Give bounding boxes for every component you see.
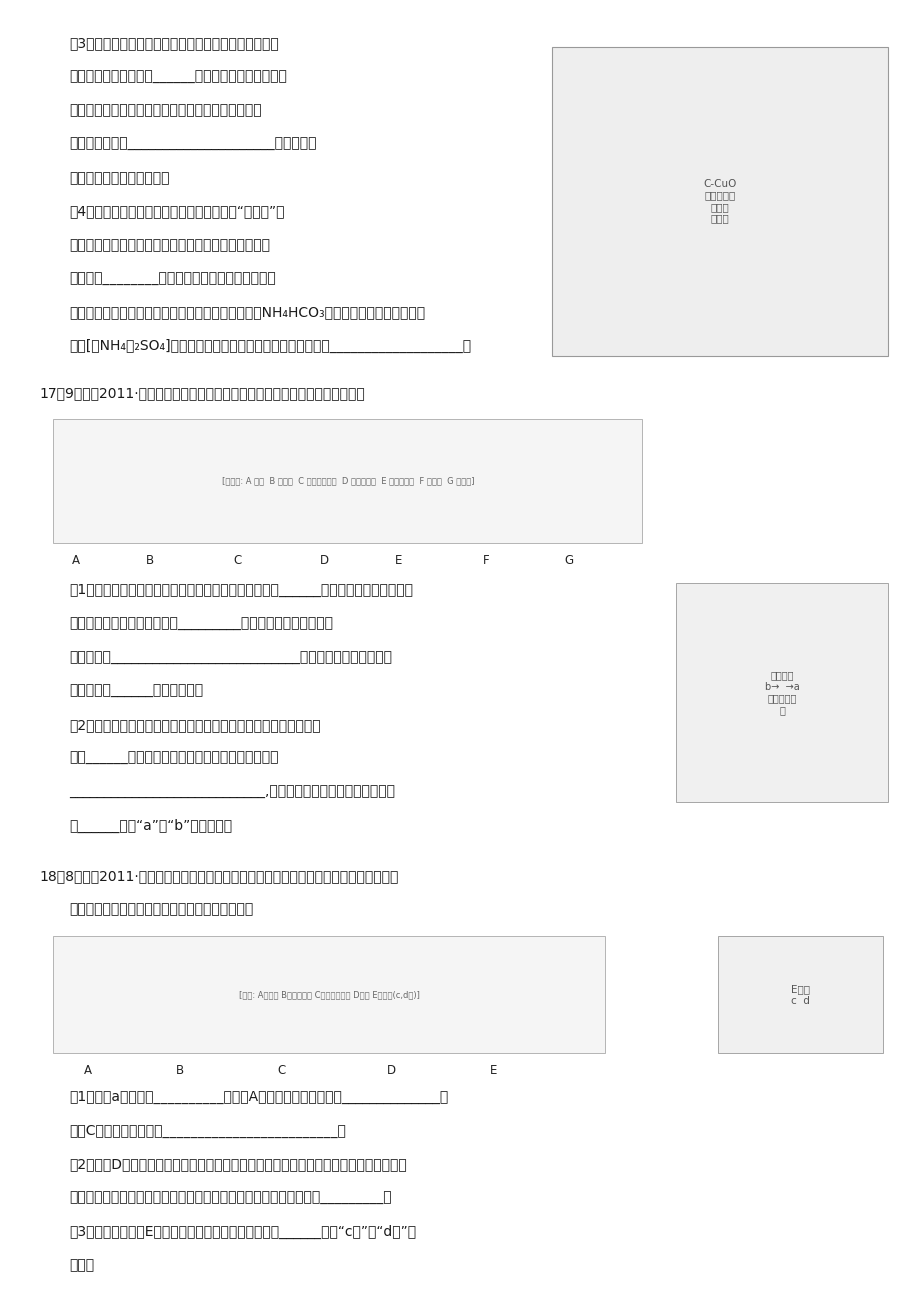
Text: 装置C中观察到的现象是_________________________。: 装置C中观察到的现象是_________________________。 (69, 1124, 346, 1138)
Text: 还原性可以用于冶金工业。: 还原性可以用于冶金工业。 (69, 171, 169, 185)
Text: 集气瓶图
b→  →a
排水法收集
水: 集气瓶图 b→ →a 排水法收集 水 (764, 671, 799, 715)
Text: 的化学方程式是_____________________，单质碳的: 的化学方程式是_____________________，单质碳的 (69, 137, 316, 151)
Text: （2）若用高锄酸鿠制取氧气，除需增加酒精灯外，还需要的实验用: （2）若用高锄酸鿠制取氧气，除需增加酒精灯外，还需要的实验用 (69, 717, 321, 732)
Text: B: B (146, 553, 153, 566)
Text: 取的气体是______（填一种）。: 取的气体是______（填一种）。 (69, 684, 203, 698)
Text: 可用多种方法制得，例如可以用稀硫酸与碳酸氢铵（NH₄HCO₃）反应制得，反应后生成硫: 可用多种方法制得，例如可以用稀硫酸与碳酸氢铵（NH₄HCO₃）反应制得，反应后生… (69, 305, 425, 319)
Text: A: A (85, 1064, 92, 1077)
Text: 酸铵[（NH₄）₂SO₄]、水和二氧化碳，这个反应的化学方程式是___________________。: 酸铵[（NH₄）₂SO₄]、水和二氧化碳，这个反应的化学方程式是________… (69, 339, 471, 353)
Bar (717, 936, 882, 1053)
Text: （1）仪器a的名称是__________；装置A中发生的化学方程式为______________，: （1）仪器a的名称是__________；装置A中发生的化学方程式为______… (69, 1090, 448, 1104)
Text: G: G (563, 553, 573, 566)
Text: 的的实验装置图，试根据题目要求回答下列问题：: 的的实验装置图，试根据题目要求回答下列问题： (69, 902, 253, 917)
Text: [装置: A锥形瓶 B澄清石灰水 C紫色石蕊溶液 D蜡烛 E集气瓶(c,d端)]: [装置: A锥形瓶 B澄清石灰水 C紫色石蕊溶液 D蜡烛 E集气瓶(c,d端)] (239, 991, 419, 999)
Text: 从______（填“a”或“b”）端导入。: 从______（填“a”或“b”）端导入。 (69, 819, 232, 833)
Text: B: B (176, 1064, 184, 1077)
Text: 满的方法是___________________________。用该发生装置还可以制: 满的方法是___________________________。用该发生装置还… (69, 651, 391, 664)
Text: C: C (278, 1064, 285, 1077)
Text: 18（8分）（2011·泸州）下图是实验室用碳酸馒与稀盐酸反应制取二氧化碳并验证其性质: 18（8分）（2011·泸州）下图是实验室用碳酸馒与稀盐酸反应制取二氧化碳并验证… (40, 868, 399, 883)
Text: 但是大气中二氧化碳的含量不断上升，会使全球变暖，: 但是大气中二氧化碳的含量不断上升，会使全球变暖， (69, 238, 269, 253)
Text: 它不能燃烧，也不能支持燃烧。由此可知，二氧化碳在生活中可用于_________。: 它不能燃烧，也不能支持燃烧。由此可知，二氧化碳在生活中可用于_________。 (69, 1191, 391, 1206)
Text: D: D (320, 553, 329, 566)
Text: （4）二氧化碳能参与光合作用完成大气中的“碳循环”，: （4）二氧化碳能参与光合作用完成大气中的“碳循环”， (69, 204, 284, 219)
Text: F: F (482, 553, 489, 566)
Text: A: A (73, 553, 80, 566)
Text: [仪器图: A 试管  B 铁架台  C 铁架台带铁圈  D 双孔橡皮塞  E 单孔橡皮塞  F 集气瓶  G 广口瓶]: [仪器图: A 试管 B 铁架台 C 铁架台带铁圈 D 双孔橡皮塞 E 单孔橡皮… (221, 477, 473, 486)
Text: C-CuO
实验装置图
澄清的
石灰水: C-CuO 实验装置图 澄清的 石灰水 (702, 178, 736, 224)
Text: （3）实验室用装置E来收集二氧化碳时，二氧化碳应从______（填“c端”或“d端”）: （3）实验室用装置E来收集二氧化碳时，二氧化碳应从______（填“c端”或“d… (69, 1225, 415, 1238)
Bar (53, 419, 641, 543)
Text: 同），收集装置可选用图中的_________，检验二氧化碳是否收集: 同），收集装置可选用图中的_________，检验二氧化碳是否收集 (69, 617, 333, 631)
Bar (675, 583, 887, 802)
Text: E装置
c  d: E装置 c d (790, 984, 809, 1005)
Text: C: C (233, 553, 241, 566)
Text: 品是______，写出用高锄酸鿠制取氧气的化学方程式: 品是______，写出用高锄酸鿠制取氧气的化学方程式 (69, 751, 278, 766)
Text: E: E (489, 1064, 496, 1077)
Text: D: D (387, 1064, 396, 1077)
Text: （2）装置D中观察到下层蜡烛先息灯，上层蜡烛后息灯，说明二氧化碳的密度比空气大，: （2）装置D中观察到下层蜡烛先息灯，上层蜡烛后息灯，说明二氧化碳的密度比空气大， (69, 1157, 406, 1172)
Bar (551, 47, 887, 355)
Text: 的实验，大试管中的反应体现了碳的还原性，其反应: 的实验，大试管中的反应体现了碳的还原性，其反应 (69, 104, 261, 117)
Text: 从而导致________。蔬菜棚用作气肥的二氧化碳，: 从而导致________。蔬菜棚用作气肥的二氧化碳， (69, 272, 276, 285)
Text: 17（9分）（2011·鸡西）实验室部分仪器或装置如下图所示，请回答下列问题：: 17（9分）（2011·鸡西）实验室部分仪器或装置如下图所示，请回答下列问题： (40, 385, 365, 400)
Text: 是墨中主要成分碳具有______性右图是木炭还原氧化銅: 是墨中主要成分碳具有______性右图是木炭还原氧化銅 (69, 70, 287, 85)
Text: （1）若要组装一套二氧化碳的发生装置，可选择图中的______（填仪器下方的字母，下: （1）若要组装一套二氧化碳的发生装置，可选择图中的______（填仪器下方的字母… (69, 583, 413, 598)
Text: ____________________________,用右图所示装置收集氧气，氧气应: ____________________________,用右图所示装置收集氧气… (69, 785, 394, 799)
Text: E: E (394, 553, 402, 566)
Text: 通入。: 通入。 (69, 1258, 94, 1272)
Bar (53, 936, 605, 1053)
Text: （3）古代用墨书写或绘制的字画虽年久仍不变色，原因: （3）古代用墨书写或绘制的字画虽年久仍不变色，原因 (69, 36, 278, 51)
